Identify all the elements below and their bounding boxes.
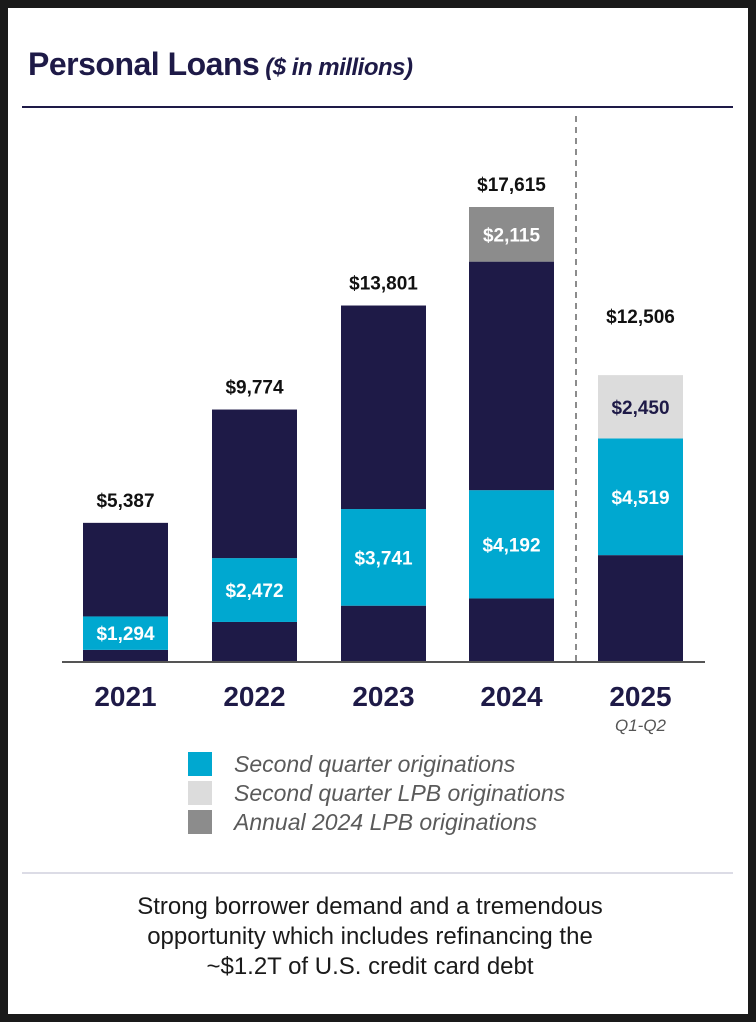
segment-label-q2-2021: $1,294 <box>96 624 155 645</box>
legend-item-annual-lpb: Annual 2024 LPB originations <box>188 808 648 836</box>
legend-swatch-annual-lpb <box>188 810 212 834</box>
x-tick-label-2024: 2024 <box>480 681 543 712</box>
bar-segment-q2-2025 <box>598 438 683 556</box>
segment-label-q2-2022: $2,472 <box>225 581 283 602</box>
footer-line: Strong borrower demand and a tremendous <box>137 893 603 920</box>
x-tick-sublabel-2025: Q1-Q2 <box>615 716 667 735</box>
bar-segment-upper-2021 <box>83 522 168 617</box>
bar-segment-upper-2023 <box>341 305 426 510</box>
title-underline <box>22 106 733 108</box>
x-tick-label-2021: 2021 <box>94 681 156 712</box>
legend-label-annual-lpb: Annual 2024 LPB originations <box>234 809 538 835</box>
x-tick-label-2022: 2022 <box>223 681 285 712</box>
legend-item-q2: Second quarter originations <box>188 750 648 778</box>
total-label-2022: $9,774 <box>225 378 284 399</box>
bar-segment-lower-2023 <box>341 605 426 662</box>
legend-swatch-q2-lpb <box>188 781 212 805</box>
segment-label-q2-2023: $3,741 <box>354 548 413 569</box>
bar-segment-upper-2022 <box>212 409 297 559</box>
legend-label-q2: Second quarter originations <box>234 751 516 777</box>
bar-segment-q2-2022 <box>212 558 297 622</box>
segment-label-annual-lpb-2024: $2,115 <box>483 225 540 246</box>
x-tick-label-2025: 2025 <box>609 681 671 712</box>
chart-title: Personal Loans ($ in millions) <box>28 46 413 83</box>
segment-label-q2-lpb-2025: $2,450 <box>611 398 669 419</box>
bar-segment-q2-2021 <box>83 616 168 650</box>
total-label-2021: $5,387 <box>96 491 154 512</box>
bar-segment-lower-2022 <box>212 621 297 662</box>
footer-line: opportunity which includes refinancing t… <box>147 923 593 950</box>
chart-subtitle: ($ in millions) <box>265 54 413 81</box>
total-label-2025: $12,506 <box>606 307 675 328</box>
segment-label-q2-2025: $4,519 <box>611 488 669 509</box>
bar-segment-annual-lpb-2024 <box>469 207 554 262</box>
legend-item-q2-lpb: Second quarter LPB originations <box>188 779 648 807</box>
bar-segment-q2-2024 <box>469 490 554 599</box>
footer-line: ~$1.2T of U.S. credit card debt <box>206 953 534 980</box>
footer-divider <box>22 872 733 874</box>
legend-swatch-q2 <box>188 752 212 776</box>
total-label-2024: $17,615 <box>477 175 546 196</box>
bar-segment-q2-lpb-2025 <box>598 375 683 439</box>
legend-label-q2-lpb: Second quarter LPB originations <box>234 780 566 806</box>
bar-chart: $1,294 $5,387 2021 $2,472 $9,774 2022 $3,741 $1… <box>62 116 705 735</box>
bar-segment-lower-2025 <box>598 555 683 662</box>
bar-segment-upper-2024 <box>469 261 554 491</box>
bar-segment-lower-2024 <box>469 598 554 662</box>
segment-label-q2-2024: $4,192 <box>482 535 540 556</box>
total-label-2023: $13,801 <box>349 274 418 295</box>
chart-title-main: Personal Loans <box>28 46 260 82</box>
footer-text: Strong borrower demand and a tremendous … <box>40 892 700 982</box>
bar-segment-q2-2023 <box>341 509 426 606</box>
x-tick-label-2023: 2023 <box>352 681 414 712</box>
bar-segment-lower-2021 <box>83 649 168 662</box>
